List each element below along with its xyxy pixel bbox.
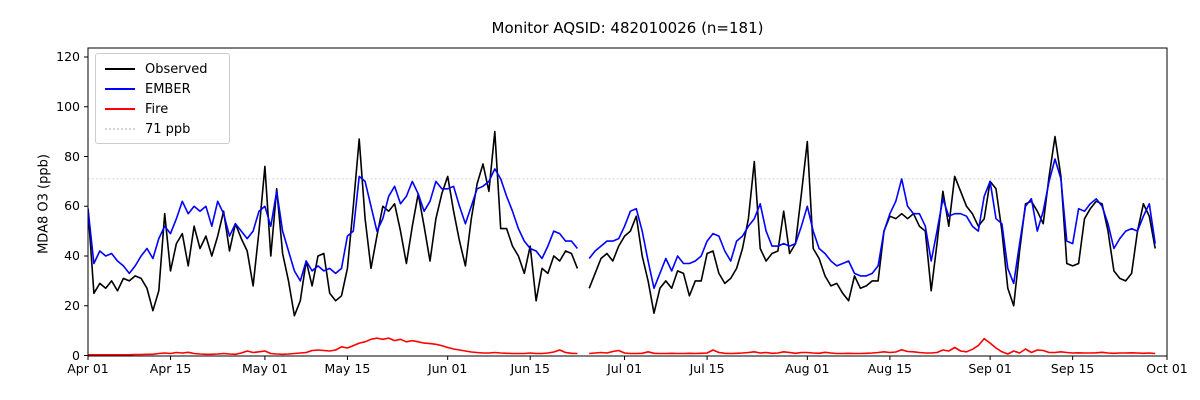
x-tick-label: Jul 01 bbox=[607, 361, 643, 376]
y-tick-label: 80 bbox=[64, 148, 80, 164]
legend-item: EMBER bbox=[96, 79, 229, 99]
legend-item: 71 ppb bbox=[96, 119, 229, 139]
legend-label: Fire bbox=[145, 101, 169, 117]
x-tick-label: May 01 bbox=[242, 361, 288, 376]
x-tick-label: Oct 01 bbox=[1146, 361, 1188, 376]
legend-line-swatch bbox=[105, 128, 135, 130]
y-tick-label: 120 bbox=[56, 49, 80, 64]
legend-label: Observed bbox=[145, 61, 208, 77]
legend-label: 71 ppb bbox=[145, 121, 191, 137]
y-tick-label: 40 bbox=[64, 248, 80, 263]
x-tick-label: Jul 15 bbox=[689, 361, 725, 376]
legend: Observed EMBER Fire 71 ppb bbox=[95, 53, 230, 144]
y-tick-label: 100 bbox=[56, 98, 80, 114]
x-tick-label: Jun 15 bbox=[510, 361, 550, 376]
x-tick-label: Sep 15 bbox=[1050, 361, 1095, 376]
x-tick-label: Aug 15 bbox=[867, 361, 913, 376]
observed-line bbox=[88, 130, 1156, 317]
x-tick-label: Apr 15 bbox=[149, 361, 192, 376]
x-tick-label: May 15 bbox=[324, 361, 371, 376]
chart-title: Monitor AQSID: 482010026 (n=181) bbox=[491, 19, 764, 37]
y-tick-label: 60 bbox=[64, 198, 80, 214]
legend-line-swatch bbox=[105, 88, 135, 90]
y-tick-label: 0 bbox=[72, 347, 80, 363]
axes-box bbox=[87, 47, 1168, 357]
legend-item: Observed bbox=[96, 59, 229, 79]
y-tick-label: 20 bbox=[64, 297, 80, 313]
legend-line-swatch bbox=[105, 68, 135, 70]
x-tick-label: Jun 01 bbox=[427, 361, 468, 376]
fire-line bbox=[88, 337, 1156, 356]
legend-line-swatch bbox=[105, 108, 135, 110]
x-tick-label: Sep 01 bbox=[968, 361, 1012, 376]
x-tick-label: Aug 01 bbox=[785, 361, 830, 376]
x-tick-label: Apr 01 bbox=[67, 361, 109, 376]
legend-label: EMBER bbox=[145, 81, 191, 97]
ember-line bbox=[88, 158, 1156, 290]
legend-item: Fire bbox=[96, 99, 229, 119]
